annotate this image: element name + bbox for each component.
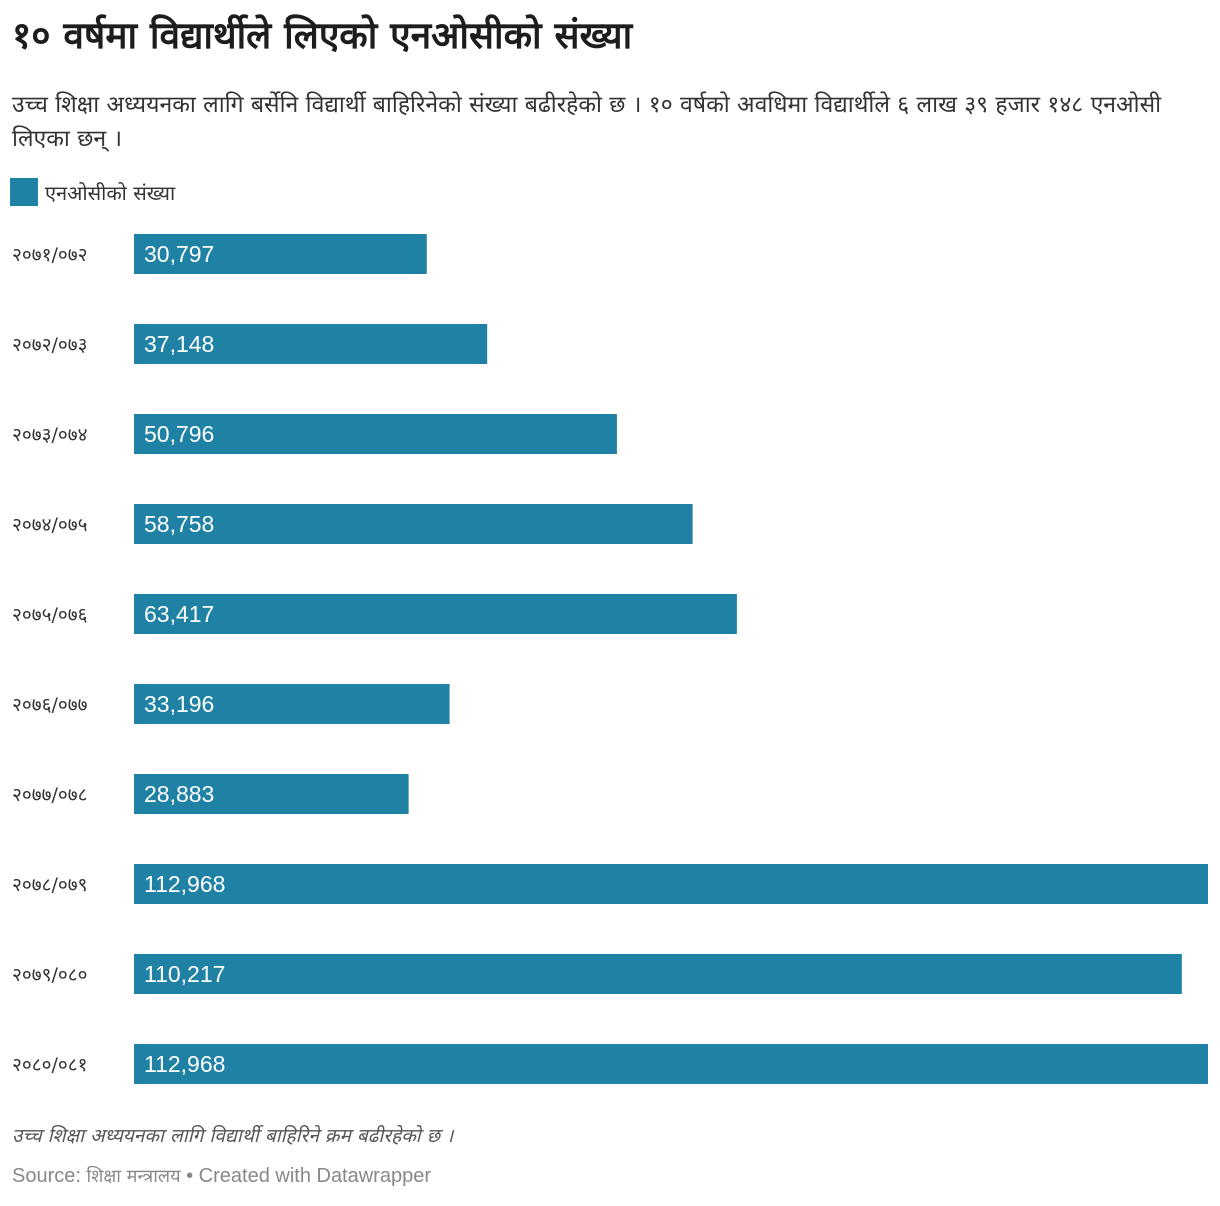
source-line: Source: शिक्षा मन्त्रालय • Created with … <box>12 1164 431 1188</box>
value-label: 58,758 <box>144 511 214 537</box>
bar-row: २०७३/०७४ 50,796 <box>12 414 617 454</box>
category-label: २०७४/०७५ <box>12 514 88 536</box>
bar <box>134 684 450 724</box>
value-label: 50,796 <box>144 421 214 447</box>
category-label: २०७१/०७२ <box>12 244 88 266</box>
value-label: 37,148 <box>144 331 214 357</box>
bar-row: २०७८/०७९ 112,968 <box>12 864 1208 904</box>
bar <box>134 504 693 544</box>
bar-row: २०८०/०८१ 112,968 <box>12 1044 1208 1084</box>
bar-row: २०७२/०७३ 37,148 <box>12 324 488 364</box>
bar <box>134 324 488 364</box>
value-label: 28,883 <box>144 781 214 807</box>
chart-title: १० वर्षमा विद्यार्थीले लिएको एनओसीको संख… <box>12 14 633 57</box>
chart-subtitle: उच्च शिक्षा अध्ययनका लागि बर्सेनि विद्या… <box>12 92 1162 152</box>
category-label: २०७८/०७९ <box>12 874 88 896</box>
source-prefix: Source: <box>12 1165 87 1187</box>
bar-row: २०७९/०८० 110,217 <box>12 954 1182 994</box>
bar <box>134 954 1182 994</box>
bar-row: २०७५/०७६ 63,417 <box>12 594 737 634</box>
category-label: २०८०/०८१ <box>12 1054 88 1076</box>
bar <box>134 414 617 454</box>
category-label: २०७७/०७८ <box>12 784 88 806</box>
bar <box>134 1044 1208 1084</box>
bar <box>134 234 427 274</box>
category-label: २०७९/०८० <box>12 964 88 986</box>
value-label: 110,217 <box>144 961 225 987</box>
category-label: २०७३/०७४ <box>12 424 88 446</box>
bar-row: २०७४/०७५ 58,758 <box>12 504 693 544</box>
category-label: २०७६/०७७ <box>12 694 88 716</box>
bar <box>134 594 737 634</box>
bar-chart: २०७१/०७२ 30,797 २०७२/०७३ 37,148 २०७३/०७४ 50,7… <box>12 234 1208 1084</box>
value-label: 112,968 <box>144 871 225 897</box>
datawrapper-credit: • Created with Datawrapper <box>180 1165 431 1187</box>
legend-label: एनओसीको संख्या <box>45 180 176 205</box>
bar-row: २०७६/०७७ 33,196 <box>12 684 450 724</box>
source-name: शिक्षा मन्त्रालय <box>86 1166 181 1187</box>
bar-row: २०७७/०७८ 28,883 <box>12 774 409 814</box>
legend-swatch <box>10 178 38 206</box>
chart-note: उच्च शिक्षा अध्ययनका लागि विद्यार्थी बाह… <box>12 1125 454 1147</box>
legend: एनओसीको संख्या <box>10 176 175 208</box>
bar <box>134 864 1208 904</box>
value-label: 112,968 <box>144 1051 225 1077</box>
value-label: 33,196 <box>144 691 214 717</box>
value-label: 30,797 <box>144 241 214 267</box>
value-label: 63,417 <box>144 601 214 627</box>
category-label: २०७२/०७३ <box>12 334 88 356</box>
bar <box>134 774 409 814</box>
category-label: २०७५/०७६ <box>12 604 88 626</box>
bar-row: २०७१/०७२ 30,797 <box>12 234 427 274</box>
